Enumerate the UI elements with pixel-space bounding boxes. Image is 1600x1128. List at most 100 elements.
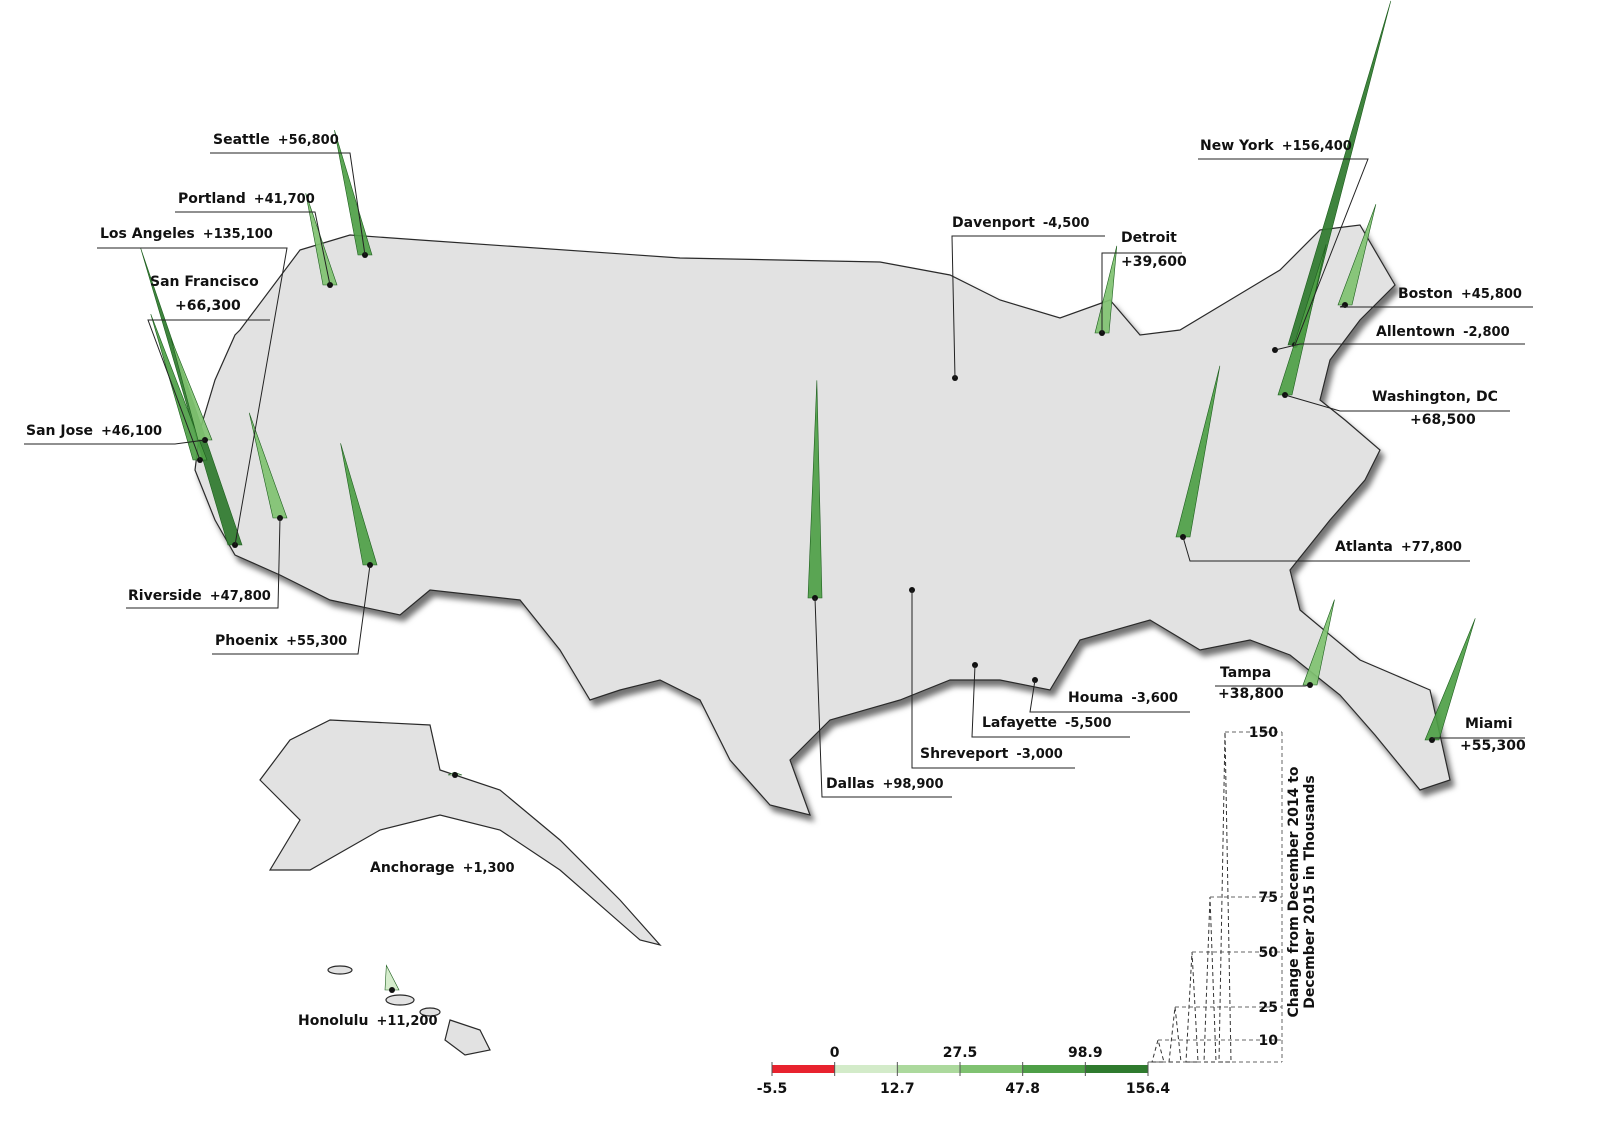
leader-line — [1284, 394, 1510, 412]
color-tick-label: 12.7 — [880, 1081, 915, 1097]
city-change: +41,700 — [254, 192, 315, 207]
leader-line — [814, 597, 952, 798]
city-name: Portland — [178, 191, 246, 207]
alaska — [259, 719, 662, 947]
legend: -5.5 0 12.7 27.5 47.8 98.9 156.4 10 25 50 75 150 Cha… — [757, 725, 1318, 1097]
city-name: Seattle — [213, 132, 270, 148]
hawaii-island — [419, 1007, 441, 1017]
city-change: -2,800 — [1463, 325, 1510, 340]
leader-line — [1339, 304, 1533, 308]
city-name: San Francisco — [150, 274, 259, 290]
leader-line — [911, 590, 1075, 769]
spike-legend-label: 150 — [1249, 725, 1278, 741]
leader-line — [1182, 536, 1470, 562]
basemap — [194, 224, 1451, 1056]
city-label: Portland +41,700 — [178, 191, 315, 207]
color-tick-label: -5.5 — [757, 1081, 788, 1097]
color-swatch — [960, 1065, 1023, 1073]
city-change: +38,800 — [1218, 686, 1284, 702]
cities — [140, 0, 1476, 993]
city-change: +135,100 — [203, 227, 273, 242]
city-label: Boston +45,800 — [1398, 286, 1522, 302]
color-tick-label: 0 — [830, 1045, 840, 1061]
color-swatch — [1022, 1065, 1086, 1073]
leader-line — [1029, 679, 1190, 713]
leader-line — [971, 664, 1130, 738]
city-label: New York +156,400 — [1200, 138, 1352, 154]
spike-legend-mark — [1218, 731, 1232, 1063]
spike-legend-mark — [1168, 1006, 1182, 1063]
city-change: +39,600 — [1121, 254, 1187, 270]
spike-legend-label: 25 — [1259, 1000, 1278, 1016]
color-tick-label: 98.9 — [1068, 1045, 1103, 1061]
spike-legend-mark — [1203, 896, 1217, 1063]
color-tick-label: 27.5 — [943, 1045, 978, 1061]
color-swatch — [772, 1065, 835, 1073]
spike-legend-label: 50 — [1259, 945, 1279, 961]
spike-legend-label: 75 — [1259, 890, 1278, 906]
city-change: +11,200 — [376, 1014, 437, 1029]
spike-legend-mark — [1151, 1038, 1165, 1063]
city-change: -3,000 — [1016, 747, 1063, 762]
leader-line — [175, 211, 331, 286]
city-marker — [452, 772, 458, 778]
city-name: Davenport — [952, 215, 1035, 231]
city-change: +56,800 — [278, 133, 339, 148]
city-name: Dallas — [826, 776, 874, 792]
color-tick-label: 156.4 — [1126, 1081, 1171, 1097]
leader-line — [1101, 252, 1182, 333]
spike-legend-mark — [1185, 951, 1199, 1063]
city-label: Davenport -4,500 — [952, 215, 1089, 231]
leader-line — [210, 152, 366, 256]
city-label: Phoenix +55,300 — [215, 633, 347, 649]
city-change: +1,300 — [463, 861, 515, 876]
city-label: Anchorage +1,300 — [370, 860, 515, 876]
city-name: Los Angeles — [100, 226, 195, 242]
leader-line — [1274, 343, 1525, 351]
spike — [384, 964, 400, 991]
city-name: Boston — [1398, 286, 1453, 302]
color-swatch — [834, 1065, 898, 1073]
city-label: Allentown -2,800 — [1376, 324, 1510, 340]
city-change: -5,500 — [1065, 716, 1112, 731]
city-name: Atlanta — [1335, 539, 1393, 555]
city-name: Shreveport — [920, 746, 1009, 762]
city-change: +98,900 — [882, 777, 943, 792]
contiguous-us — [194, 224, 1451, 816]
leader-line — [1198, 158, 1369, 346]
color-swatch — [1085, 1065, 1148, 1073]
city-change: +66,300 — [175, 298, 241, 314]
city-change: -3,600 — [1131, 691, 1178, 706]
spike-legend-title: December 2015 in Thousands — [1302, 775, 1318, 1008]
city-name: Washington, DC — [1372, 389, 1498, 405]
color-tick-label: 47.8 — [1005, 1081, 1040, 1097]
city-label: Lafayette -5,500 — [982, 715, 1112, 731]
city-label: San Jose +46,100 — [26, 423, 162, 439]
city-label: Shreveport -3,000 — [920, 746, 1063, 762]
city-change: -4,500 — [1043, 216, 1090, 231]
city-change: +55,300 — [286, 634, 347, 649]
city-change: +68,500 — [1410, 412, 1476, 428]
hawaii-island — [444, 1019, 491, 1056]
leader-line — [212, 564, 371, 655]
city-change: +47,800 — [210, 589, 271, 604]
city-labels: Seattle +56,800 Portland +41,700 Los Angeles… — [24, 132, 1533, 1029]
hawaii-island — [385, 994, 415, 1006]
leader-line — [1431, 737, 1525, 740]
spike-legend-label: 10 — [1259, 1033, 1279, 1049]
city-change: +46,100 — [101, 424, 162, 439]
spike-legend-title: Change from December 2014 to — [1286, 766, 1302, 1017]
city-name: Phoenix — [215, 633, 278, 649]
leader-line — [97, 247, 288, 546]
city-name: Houma — [1068, 690, 1123, 706]
city-name: Anchorage — [370, 860, 455, 876]
city-name: Lafayette — [982, 715, 1057, 731]
city-change: +156,400 — [1282, 139, 1352, 154]
leader-line — [951, 235, 1105, 379]
city-change: +45,800 — [1461, 287, 1522, 302]
leader-line — [24, 439, 206, 445]
city-marker — [389, 987, 395, 993]
leader-line — [1215, 684, 1311, 687]
